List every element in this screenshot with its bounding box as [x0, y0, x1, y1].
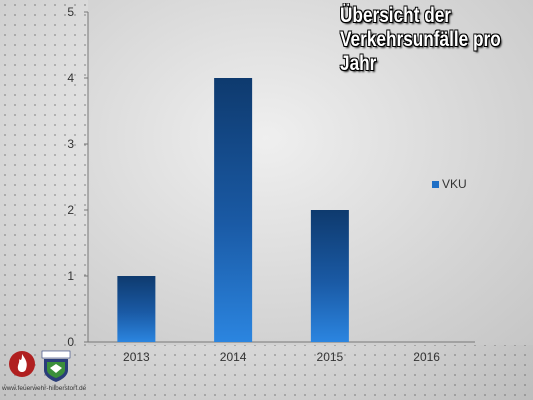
bar-2014: [214, 78, 253, 342]
legend-swatch-vku: [432, 180, 439, 188]
y-tick-label: 1: [67, 269, 74, 283]
y-tick-label: 2: [67, 203, 74, 217]
chart-title-line-1: Übersicht der: [340, 4, 452, 27]
chart-title: Übersicht der Verkehrsunfälle pro Jahr: [340, 4, 501, 76]
footer-website-text: www.feuerwehr-hilberstorf.de: [2, 385, 87, 392]
y-tick-label: 3: [67, 137, 74, 151]
y-tick-label: 5: [67, 5, 74, 19]
crest-logo: [41, 350, 71, 382]
chart-legend: VKU: [432, 177, 467, 191]
legend-label-vku: VKU: [442, 177, 467, 191]
chart-title-line-2: Verkehrsunfälle pro: [340, 28, 501, 51]
x-tick-label-2014: 2014: [220, 350, 247, 364]
chart-plot-background: [88, 0, 533, 345]
footer-logos: [4, 348, 96, 398]
x-tick-label-2013: 2013: [123, 350, 150, 364]
fire-department-flame-logo: [9, 351, 35, 377]
y-tick-label: 0: [67, 335, 74, 349]
bar-2013: [117, 276, 156, 342]
x-tick-label-2015: 2015: [317, 350, 344, 364]
x-tick-label-2016: 2016: [413, 350, 440, 364]
chart-title-line-3: Jahr: [340, 52, 377, 75]
bar-2015: [310, 210, 349, 342]
y-tick-label: 4: [67, 71, 74, 85]
